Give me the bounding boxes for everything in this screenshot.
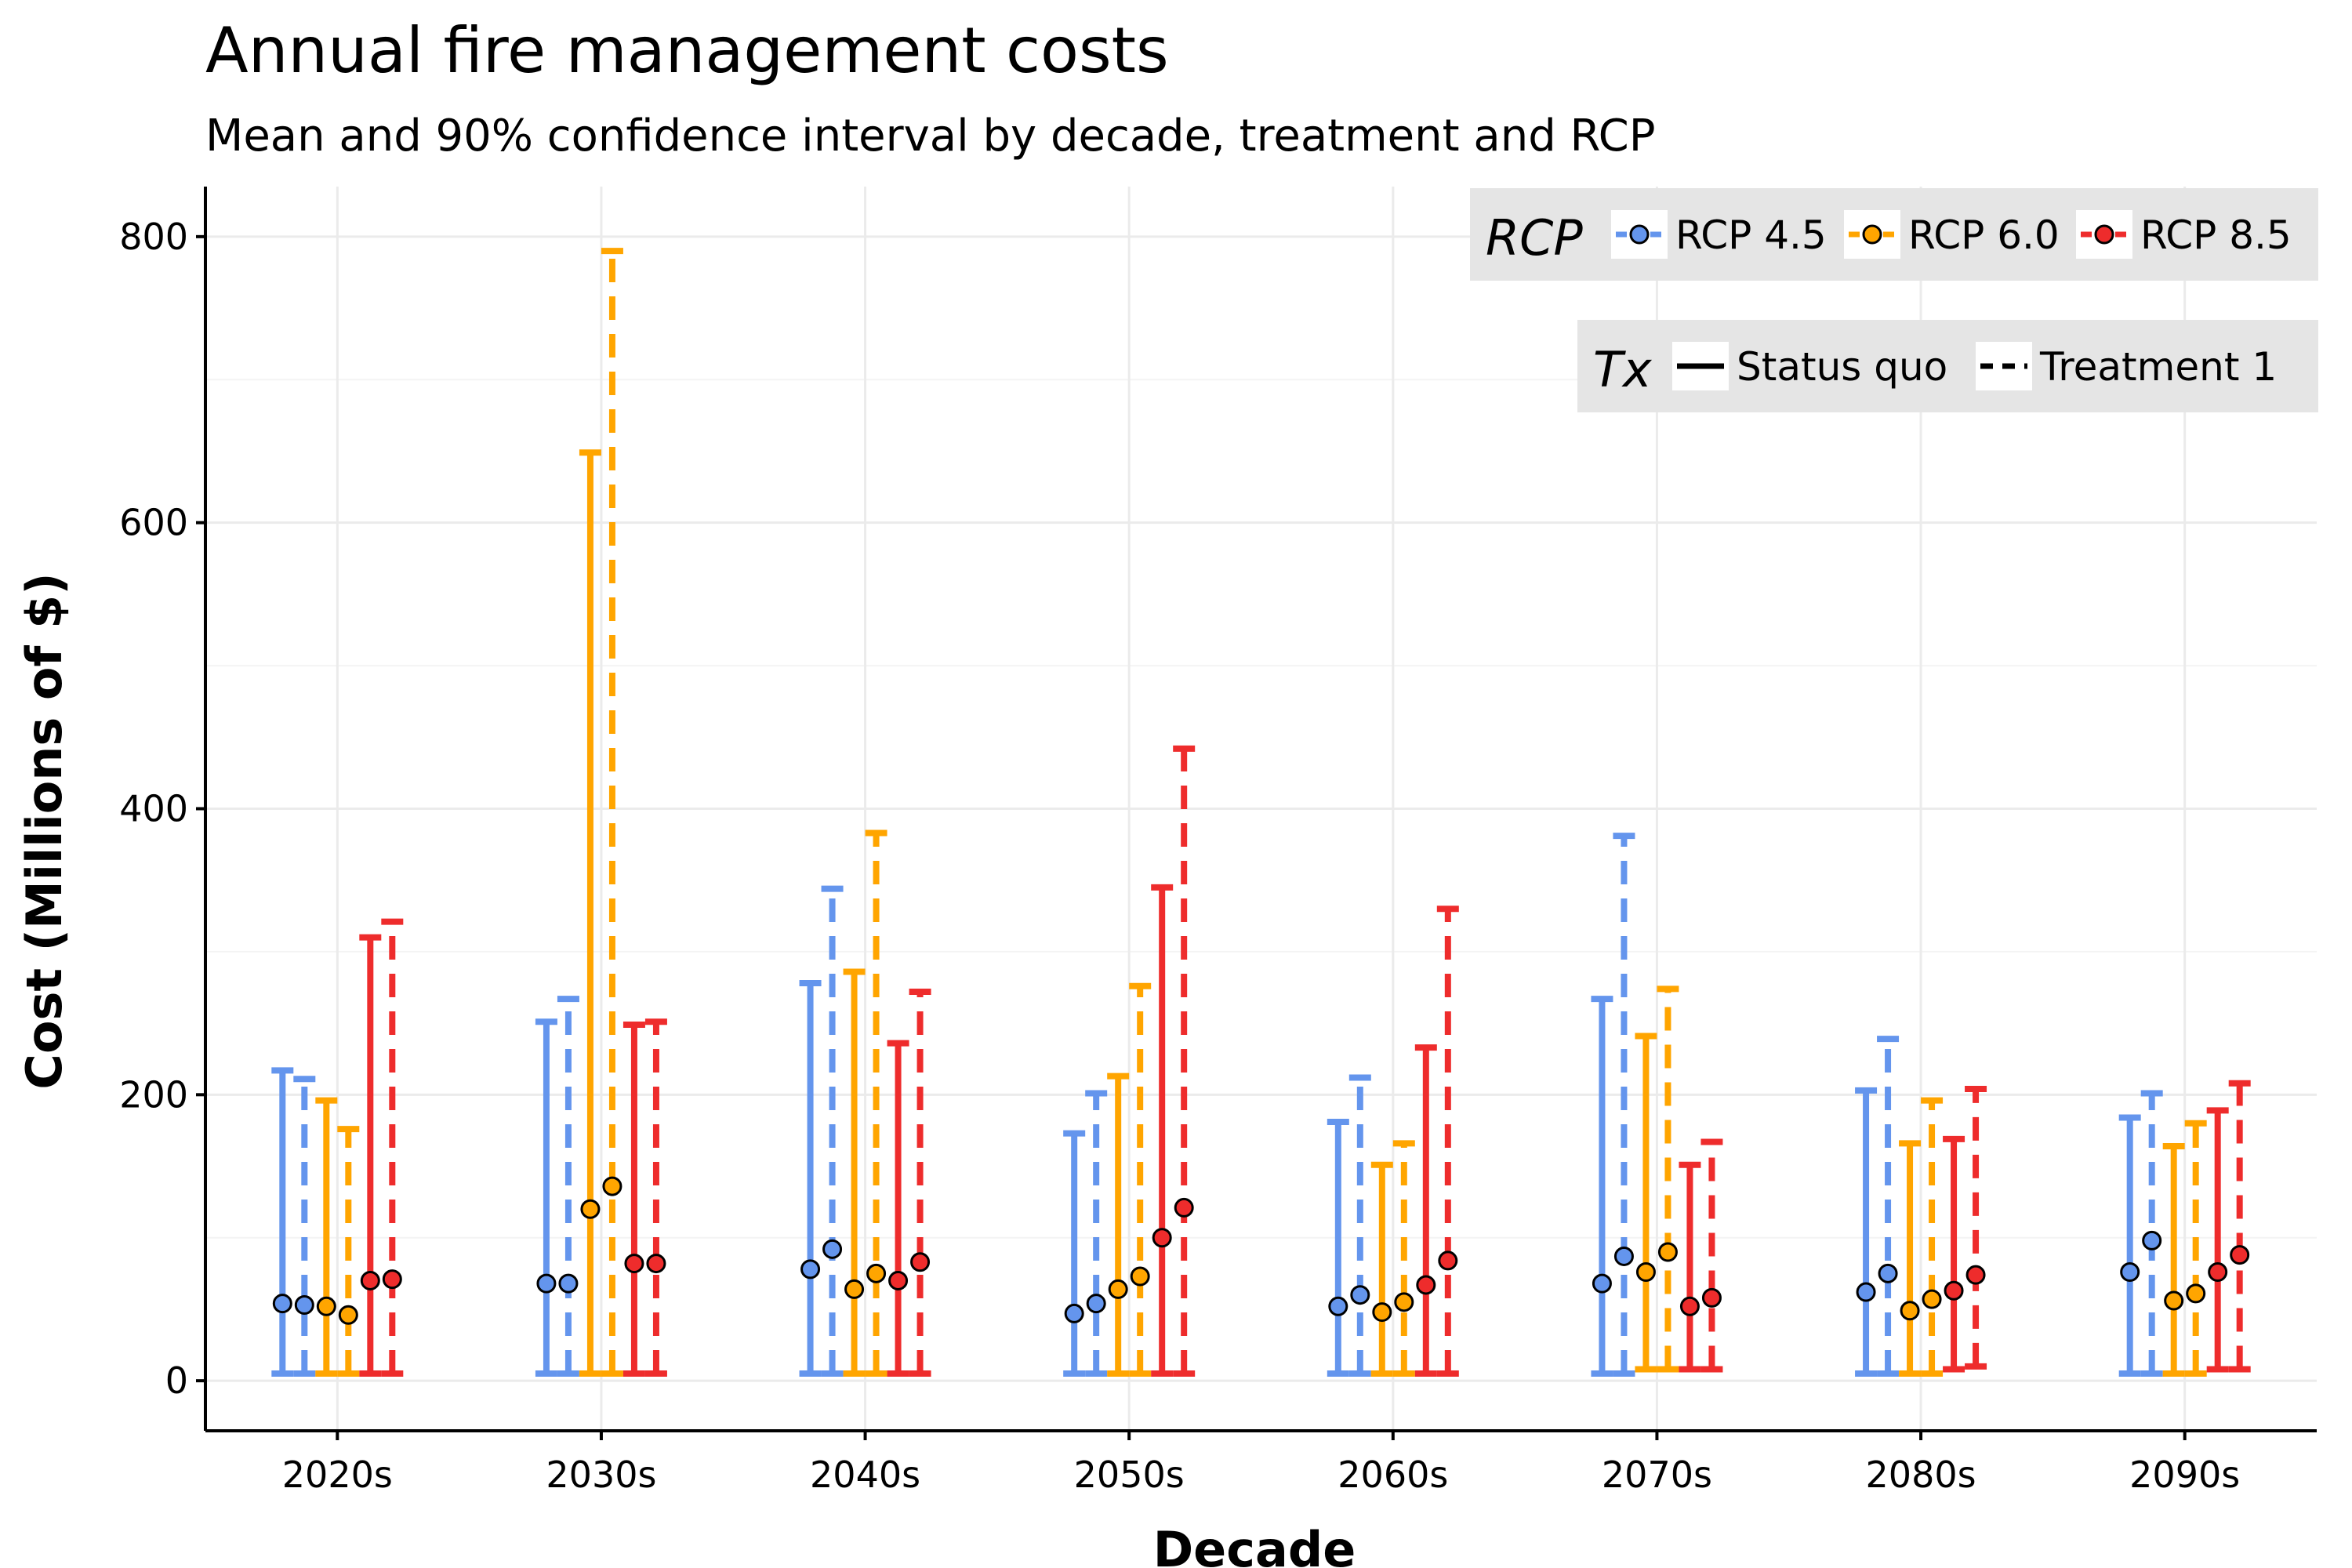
mean-point <box>294 1294 314 1315</box>
mean-point <box>1900 1301 1920 1321</box>
y-tick-label: 400 <box>119 788 188 830</box>
mean-point <box>272 1294 292 1314</box>
mean-point <box>580 1199 601 1219</box>
y-tick-label: 0 <box>165 1359 188 1402</box>
legend-rcp: RCP RCP 4.5 RCP 6.0 RCP 8.5 <box>1470 188 2318 281</box>
legend-rcp-key-point <box>1862 224 1882 245</box>
mean-point <box>2142 1230 2162 1250</box>
mean-point <box>360 1270 380 1290</box>
legend-rcp-key-point <box>2094 224 2114 245</box>
mean-point <box>1701 1287 1722 1308</box>
mean-point <box>602 1176 622 1196</box>
y-axis-title: Cost (Millions of $) <box>16 572 73 1089</box>
y-tick-label: 600 <box>119 502 188 544</box>
series-layer <box>271 248 2251 1377</box>
mean-point <box>1635 1262 1656 1283</box>
mean-point <box>822 1239 843 1259</box>
mean-point <box>1372 1302 1392 1323</box>
mean-point <box>1438 1250 1458 1271</box>
mean-point <box>1064 1303 1084 1323</box>
x-tick-label: 2060s <box>1338 1454 1448 1496</box>
mean-point <box>1878 1263 1898 1283</box>
mean-point <box>338 1305 358 1325</box>
mean-point <box>316 1296 336 1316</box>
mean-point <box>1679 1296 1700 1316</box>
legend-rcp-label: RCP 4.5 <box>1675 212 1827 258</box>
mean-point <box>624 1254 644 1274</box>
mean-point <box>2164 1290 2184 1311</box>
mean-point <box>536 1273 557 1294</box>
mean-point <box>1922 1289 1942 1309</box>
mean-point <box>1613 1246 1634 1266</box>
series-rcp45-statusquo <box>271 980 2141 1377</box>
mean-point <box>646 1254 666 1274</box>
mean-point <box>558 1273 579 1294</box>
mean-point <box>1944 1280 1964 1301</box>
x-tick-label: 2050s <box>1074 1454 1185 1496</box>
chart-title: Annual fire management costs <box>205 14 1169 87</box>
mean-point <box>866 1263 887 1283</box>
x-tick-label: 2080s <box>1866 1454 1976 1496</box>
mean-point <box>2186 1283 2206 1304</box>
legend-rcp-label: RCP 8.5 <box>2140 212 2292 258</box>
tick-labels: 0 200 400 600 800 2020s 2030s 2040s 2050s 2060s 20… <box>119 216 2240 1496</box>
mean-point <box>888 1270 909 1290</box>
legend-tx-label: Treatment 1 <box>2039 344 2277 390</box>
chart-subtitle: Mean and 90% confidence interval by deca… <box>205 111 1656 162</box>
mean-point <box>1350 1285 1370 1305</box>
mean-point <box>910 1252 931 1272</box>
mean-point <box>1108 1279 1128 1299</box>
mean-point <box>1174 1197 1194 1218</box>
series-rcp85-treatment1 <box>381 745 2251 1377</box>
mean-point <box>800 1259 821 1279</box>
x-tick-label: 2040s <box>810 1454 920 1496</box>
mean-point <box>2208 1262 2228 1283</box>
legend-tx-label: Status quo <box>1737 344 1947 390</box>
x-tick-label: 2020s <box>282 1454 393 1496</box>
legend-rcp-key-point <box>1629 224 1650 245</box>
mean-point <box>1657 1242 1678 1262</box>
mean-point <box>1152 1228 1172 1248</box>
mean-point <box>1592 1273 1612 1294</box>
mean-point <box>1130 1266 1150 1287</box>
legend-tx: Tx Status quo Treatment 1 <box>1577 320 2318 412</box>
mean-point <box>2230 1245 2250 1265</box>
x-tick-label: 2030s <box>546 1454 656 1496</box>
x-axis-title: Decade <box>1153 1521 1356 1568</box>
grid <box>205 187 2317 1431</box>
mean-point <box>2120 1262 2140 1283</box>
series-rcp45-treatment1 <box>293 833 2163 1377</box>
series-rcp60-statusquo <box>315 449 2185 1377</box>
y-tick-label: 200 <box>119 1073 188 1116</box>
y-tick-label: 800 <box>119 216 188 258</box>
legend-rcp-label: RCP 6.0 <box>1908 212 2060 258</box>
legend-rcp-title: RCP <box>1486 209 1583 267</box>
mean-point <box>1965 1265 1986 1285</box>
mean-point <box>1394 1292 1414 1312</box>
x-tick-label: 2070s <box>1602 1454 1712 1496</box>
mean-point <box>844 1279 865 1299</box>
series-rcp85-statusquo <box>359 884 2229 1377</box>
series-rcp60-treatment1 <box>337 248 2207 1377</box>
mean-point <box>1856 1282 1876 1302</box>
mean-point <box>1086 1294 1106 1314</box>
x-tick-label: 2090s <box>2129 1454 2240 1496</box>
mean-point <box>382 1269 402 1290</box>
mean-point <box>1328 1296 1348 1316</box>
mean-point <box>1416 1275 1436 1295</box>
legend-tx-title: Tx <box>1593 341 1653 398</box>
